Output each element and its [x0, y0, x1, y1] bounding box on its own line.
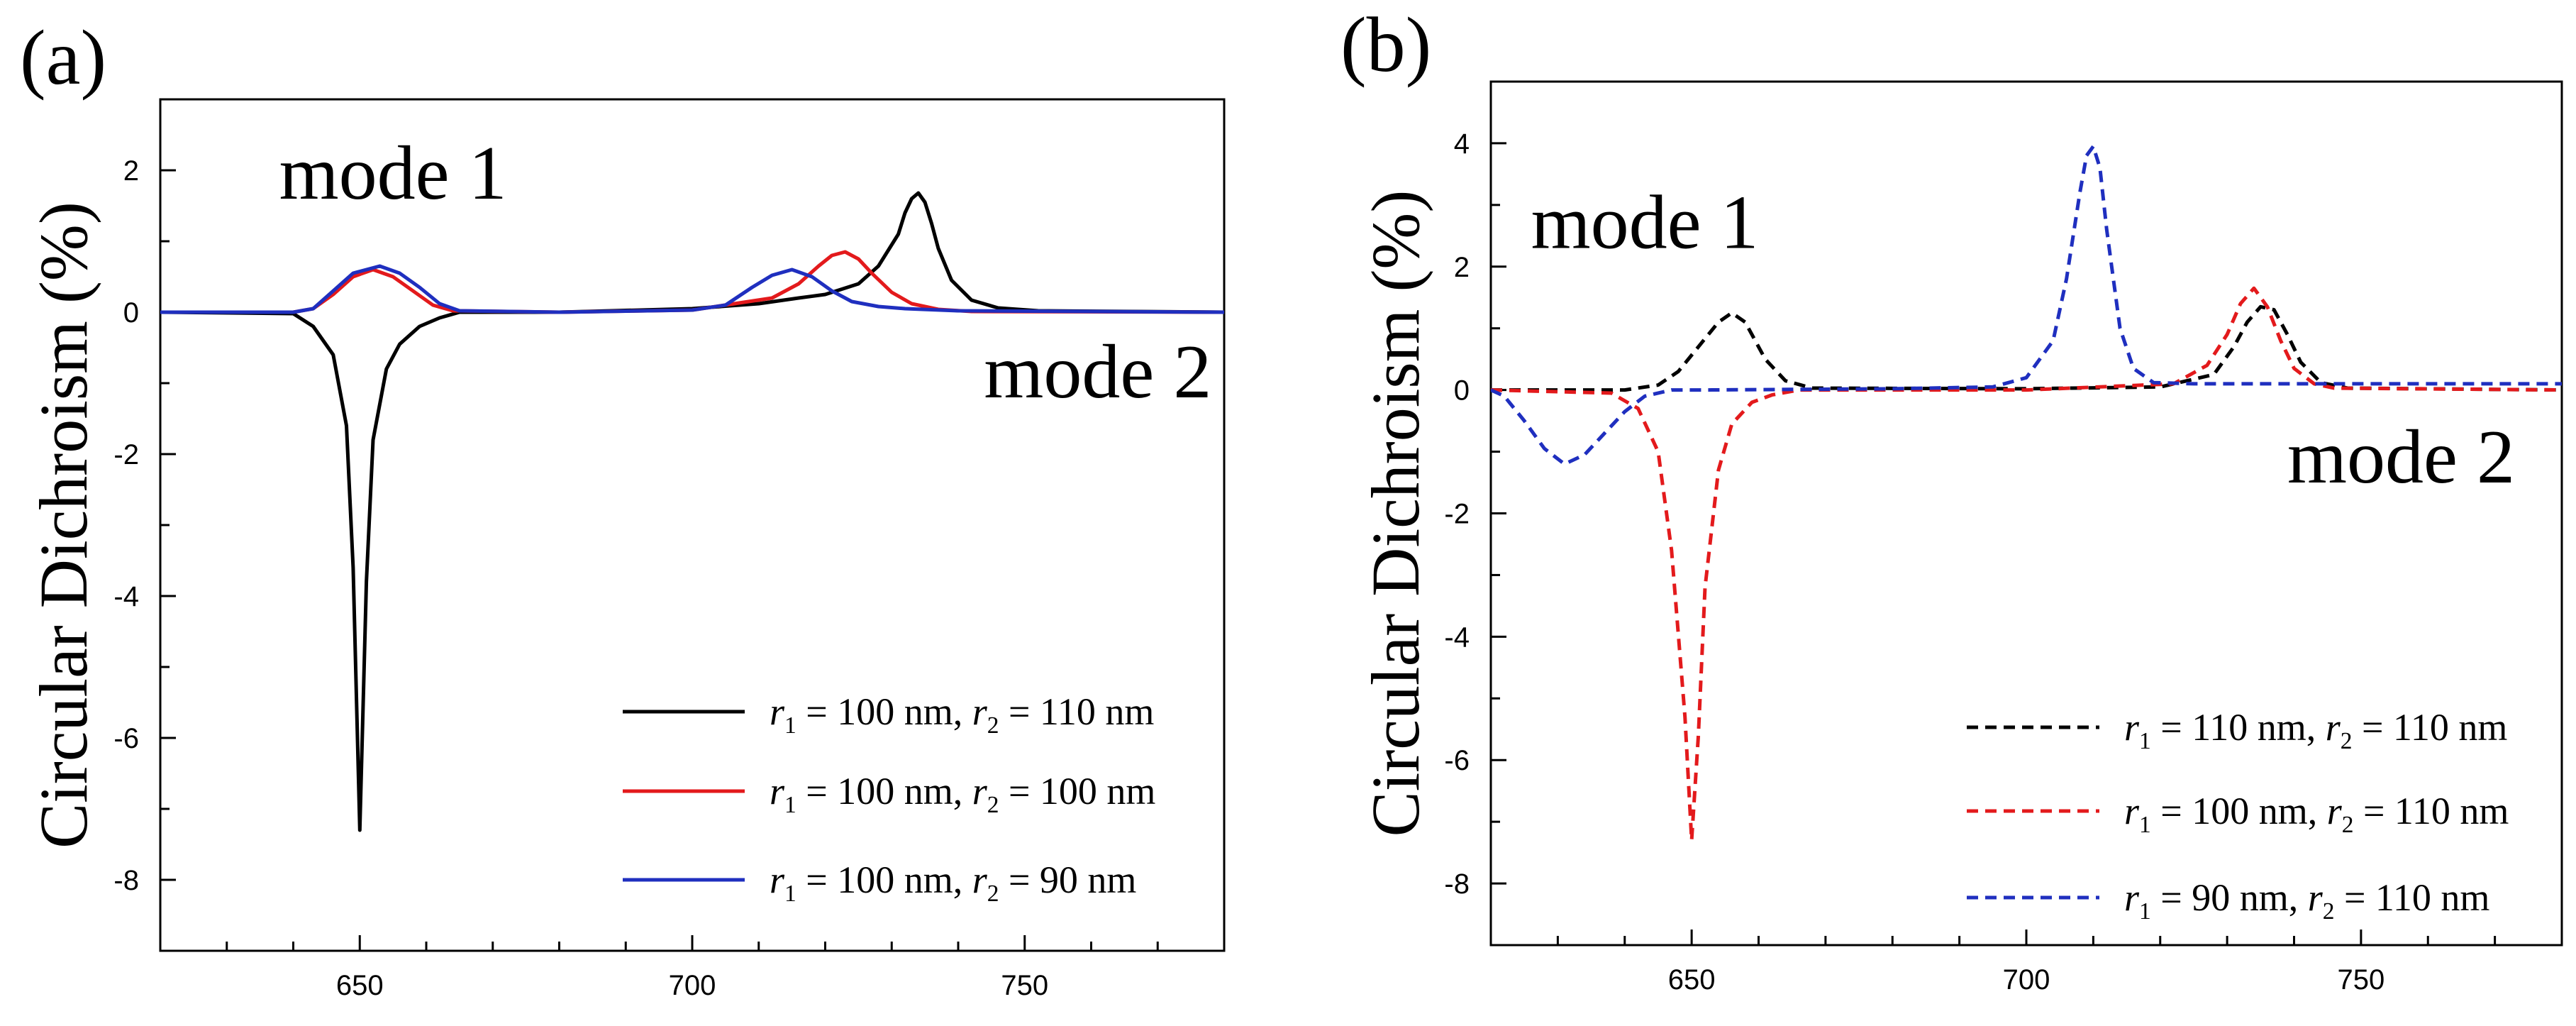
y-tick-label: -8: [113, 865, 139, 896]
legend-text: = 110 nm: [2352, 706, 2507, 749]
legend-variable: r: [972, 859, 988, 901]
series-line: [1491, 286, 2562, 842]
annotation-label: mode 1: [1531, 181, 1759, 265]
y-tick-label: -4: [1444, 622, 1470, 653]
legend-subscript: 2: [987, 712, 999, 739]
legend-subscript: 1: [784, 792, 796, 818]
legend-text: = 90 nm,: [2151, 876, 2308, 919]
y-tick-label: 0: [1454, 375, 1470, 407]
legend-subscript: 1: [784, 712, 796, 739]
legend-entry: r1 = 110 nm, r2 = 110 nm: [2124, 706, 2507, 754]
legend-variable: r: [972, 770, 988, 812]
y-tick-label: 0: [123, 297, 139, 329]
x-tick-label: 650: [336, 970, 384, 1001]
x-tick-label: 700: [2003, 964, 2050, 995]
x-tick-label: 750: [2338, 964, 2385, 995]
panel-label: (b): [1340, 1, 1431, 88]
y-tick-label: -6: [1444, 745, 1470, 776]
y-tick-label: 4: [1454, 128, 1470, 160]
legend-variable: r: [770, 770, 785, 812]
y-tick-label: -2: [1444, 499, 1470, 530]
series-line: [1491, 144, 2562, 466]
legend-text: = 110 nm: [2334, 876, 2489, 919]
legend-subscript: 2: [2341, 728, 2353, 754]
legend-text: = 110 nm: [999, 690, 1154, 733]
legend-text: = 100 nm: [999, 770, 1155, 812]
panel-label: (a): [20, 14, 106, 101]
legend-subscript: 1: [2139, 812, 2151, 838]
series-line: [160, 250, 1224, 314]
legend-subscript: 1: [784, 881, 796, 907]
legend-subscript: 2: [2323, 898, 2335, 925]
y-tick-label: -8: [1444, 868, 1470, 900]
legend-subscript: 2: [987, 881, 999, 907]
chart-panel-a: 650 700 750 2 0 -2 -4 -6 -8 (a) Circular Dichroism…: [20, 14, 1226, 1001]
y-tick-label: -6: [113, 723, 139, 754]
y-tick-label: -4: [113, 581, 139, 612]
legend-text: = 110 nm: [2353, 790, 2509, 832]
legend-text: = 100 nm,: [796, 690, 972, 733]
legend-subscript: 2: [2342, 812, 2354, 838]
legend-entry: r1 = 100 nm, r2 = 110 nm: [2124, 790, 2509, 838]
annotation-label: mode 1: [279, 131, 507, 216]
legend-entry: r1 = 100 nm, r2 = 110 nm: [770, 690, 1154, 739]
legend-variable: r: [2326, 706, 2341, 749]
legend-subscript: 1: [2139, 898, 2151, 925]
legend-text: = 90 nm: [999, 859, 1136, 901]
x-tick-label: 750: [1001, 970, 1048, 1001]
legend-variable: r: [770, 690, 785, 733]
legend-entry: r1 = 90 nm, r2 = 110 nm: [2124, 876, 2489, 925]
y-tick-label: 2: [123, 155, 139, 187]
legend-variable: r: [2124, 790, 2140, 832]
chart-panel-b: 650 700 750 4 2 0 -2 -4 -6 -8 (b) Circular Dichrois…: [1340, 1, 2563, 995]
series-line: [160, 264, 1224, 314]
series-line: [160, 191, 1224, 832]
legend-variable: r: [2327, 790, 2343, 832]
legend-entry: r1 = 100 nm, r2 = 100 nm: [770, 770, 1155, 818]
legend-text: = 100 nm,: [2151, 790, 2327, 832]
x-tick-label: 650: [1668, 964, 1716, 995]
y-axis-label: Circular Dichroism (%): [26, 202, 101, 849]
annotation-label: mode 2: [984, 330, 1211, 414]
legend-variable: r: [2124, 706, 2140, 749]
legend-text: = 110 nm,: [2151, 706, 2326, 749]
legend-variable: r: [2124, 876, 2140, 919]
y-tick-label: -2: [113, 439, 139, 470]
legend-variable: r: [972, 690, 988, 733]
legend-variable: r: [770, 859, 785, 901]
y-tick-label: 2: [1454, 252, 1470, 283]
y-axis-label: Circular Dichroism (%): [1358, 190, 1433, 837]
legend-text: = 100 nm,: [796, 770, 972, 812]
legend-subscript: 1: [2139, 728, 2151, 754]
legend-text: = 100 nm,: [796, 859, 972, 901]
legend-variable: r: [2308, 876, 2324, 919]
annotation-label: mode 2: [2287, 415, 2515, 500]
legend-subscript: 2: [987, 792, 999, 818]
series-line: [1491, 304, 2562, 392]
legend-entry: r1 = 100 nm, r2 = 90 nm: [770, 859, 1136, 907]
x-tick-label: 700: [669, 970, 716, 1001]
